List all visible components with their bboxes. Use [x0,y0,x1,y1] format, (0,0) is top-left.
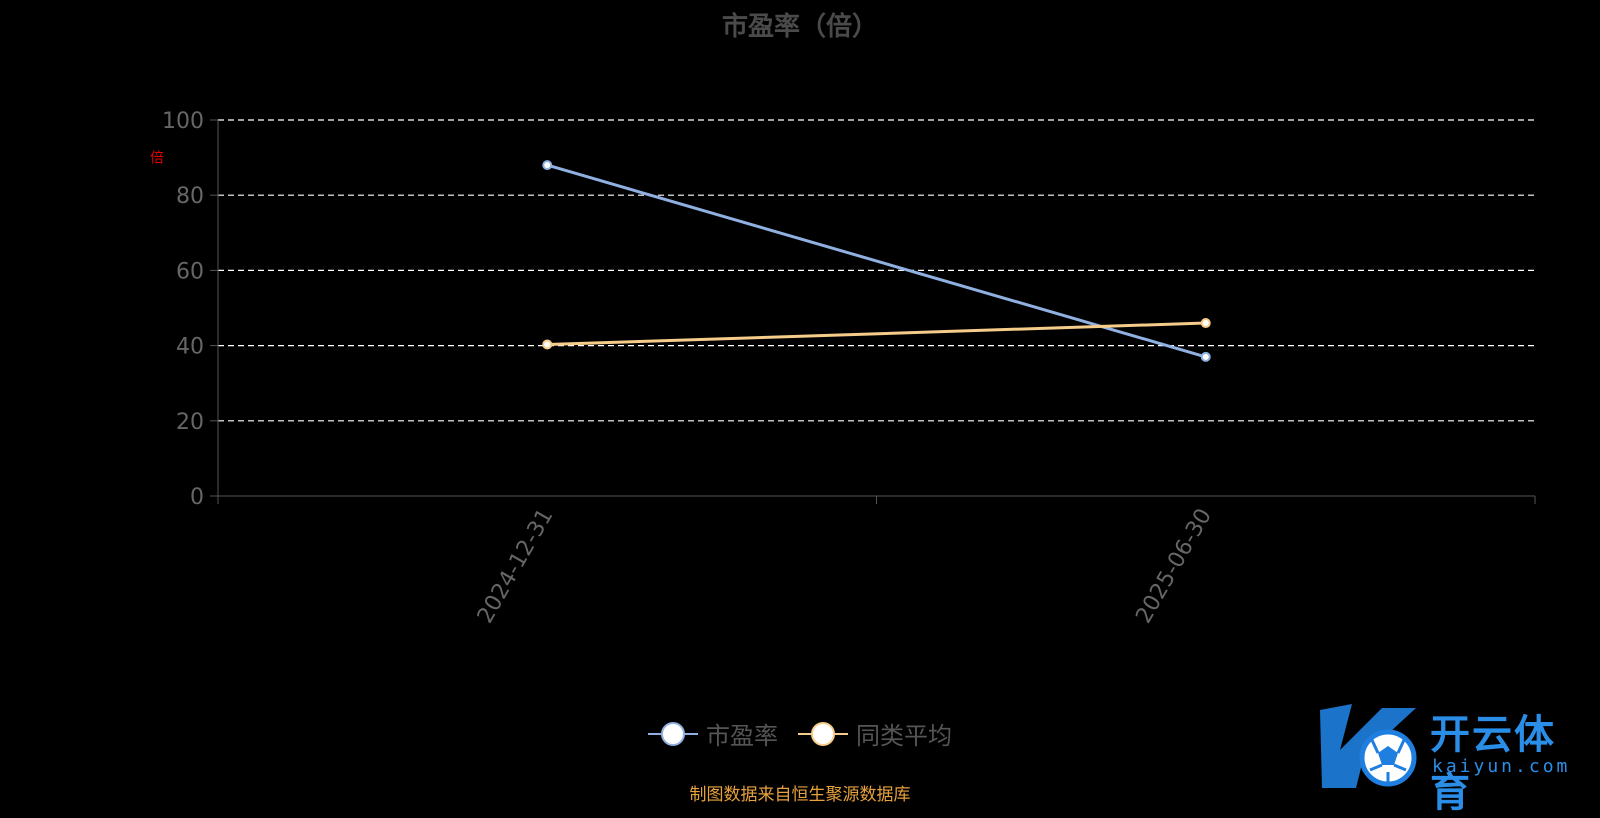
soccer-ball-icon [1320,704,1417,788]
y-tick-labels: 0 20 40 60 80 100 [162,109,204,510]
chart-title: 市盈率（倍） [721,12,878,42]
logo-text-cn: 开云体育 [1430,712,1556,816]
x-tick-label: 2024-12-31 [473,505,559,628]
legend: 市盈率 同类平均 [0,716,1600,751]
data-point [1200,351,1211,362]
x-tick-labels: 2024-12-31 2025-06-30 [473,505,1217,628]
y-tick-label: 100 [162,109,204,134]
y-tick-label: 60 [176,259,204,284]
logo-text-en: kaiyun.com [1432,756,1571,777]
series-line [546,163,1207,359]
axes [210,119,1536,504]
chart-canvas: 0 20 40 60 80 100 2024-12-31 2025-06-30 [162,109,1536,628]
x-tick-label: 2025-06-30 [1131,505,1217,628]
y-tick-label: 0 [190,485,204,510]
data-point [542,160,553,171]
series-line [547,321,1206,346]
y-axis-unit: 倍 [148,150,164,164]
y-tick-label: 40 [176,335,204,360]
brand-logo[interactable]: 开云体育 kaiyun.com [1312,700,1592,816]
legend-item-pe[interactable]: 市盈率 [648,716,778,751]
grid-lines [218,119,1535,422]
data-point [1200,318,1211,329]
legend-swatch-peer-average [798,721,848,746]
legend-label-peer-average: 同类平均 [856,722,952,750]
y-tick-label: 20 [176,410,204,435]
series-lines [542,160,1211,362]
legend-label-pe: 市盈率 [706,722,778,750]
legend-swatch-pe [648,721,698,746]
data-point [542,339,553,350]
legend-item-peer-average[interactable]: 同类平均 [798,716,952,751]
y-tick-label: 80 [176,184,204,209]
